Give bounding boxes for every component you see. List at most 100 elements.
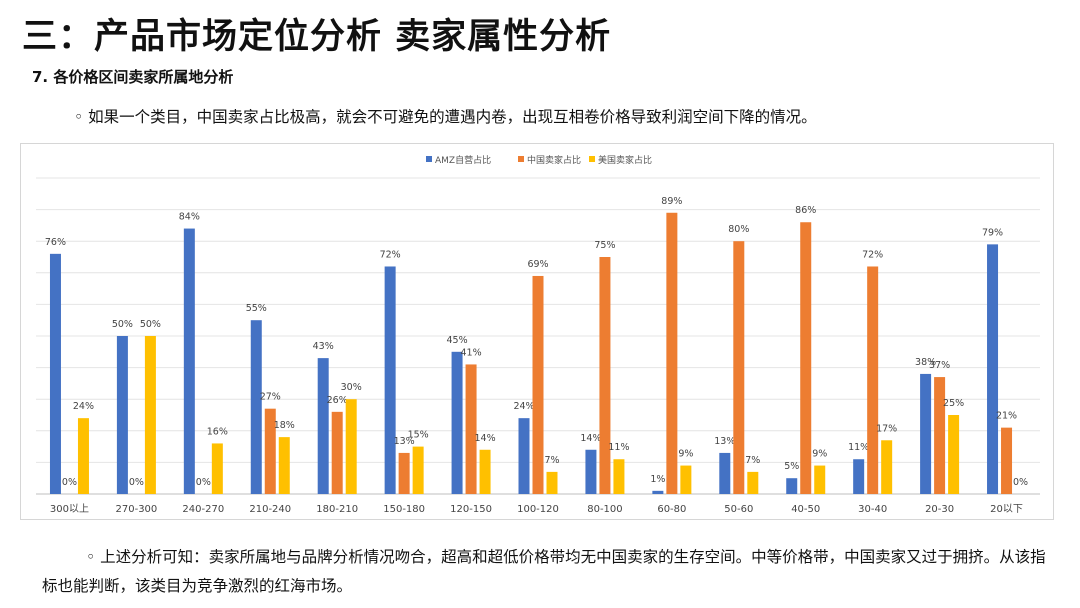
bar: [479, 449, 491, 494]
x-tick-label: 60-80: [657, 504, 686, 515]
x-tick-label: 240-270: [182, 504, 224, 515]
data-label: 89%: [661, 196, 682, 207]
page-title: 三：产品市场定位分析 卖家属性分析: [22, 17, 612, 57]
data-label: 41%: [461, 347, 482, 358]
bar: [920, 373, 932, 494]
data-label: 25%: [943, 398, 964, 409]
conclusion-text: ◦ 上述分析可知：卖家所属地与品牌分析情况吻合，超高和超低价格带均无中国卖家的生…: [42, 548, 1046, 595]
data-label: 7%: [544, 455, 559, 466]
bar: [532, 275, 544, 494]
x-tick-label: 20-30: [925, 504, 954, 515]
conclusion-paragraph: ◦ 上述分析可知：卖家所属地与品牌分析情况吻合，超高和超低价格带均无中国卖家的生…: [42, 543, 1052, 601]
bar: [652, 490, 664, 494]
data-label: 79%: [982, 227, 1003, 238]
data-label: 37%: [929, 360, 950, 371]
bar: [747, 471, 759, 494]
bar: [786, 478, 798, 494]
bar: [599, 257, 611, 494]
bar: [585, 449, 597, 494]
bar: [719, 452, 731, 494]
data-label: 9%: [812, 449, 827, 460]
data-label: 75%: [594, 240, 615, 251]
data-label: 16%: [207, 426, 228, 437]
bar: [814, 465, 826, 494]
x-tick-label: 300以上: [50, 503, 89, 515]
bar: [948, 415, 960, 494]
data-label: 0%: [62, 477, 77, 488]
bar: [183, 228, 195, 494]
data-label: 15%: [408, 430, 429, 441]
bar: [987, 244, 999, 494]
intro-paragraph: ◦ 如果一个类目，中国卖家占比极高，就会不可避免的遭遇内卷，出现互相卷价格导致利…: [74, 108, 817, 126]
x-tick-label: 100-120: [517, 504, 559, 515]
data-label: 84%: [179, 212, 200, 223]
x-tick-label: 40-50: [791, 504, 820, 515]
x-tick-label: 120-150: [450, 504, 492, 515]
data-label: 55%: [246, 303, 267, 314]
bar: [465, 364, 477, 494]
bar: [345, 399, 357, 494]
data-label: 27%: [260, 392, 281, 403]
data-label: 21%: [996, 411, 1017, 422]
data-label: 86%: [795, 205, 816, 216]
grouped-bar-chart: AMZ自营占比 中国卖家占比 美国卖家占比 300以上 76% 0% 24% 270-300 5…: [36, 154, 1040, 515]
bar: [451, 351, 463, 494]
x-tick-label: 210-240: [249, 504, 291, 515]
data-label: 26%: [327, 395, 348, 406]
data-label: 1%: [650, 474, 665, 485]
bar: [680, 465, 692, 494]
data-label: 43%: [313, 341, 334, 352]
legend-swatch: [426, 156, 432, 162]
x-tick-label: 20以下: [990, 504, 1023, 515]
bar: [934, 377, 946, 494]
x-tick-label: 50-60: [724, 504, 753, 515]
legend-label: 美国卖家占比: [598, 154, 652, 166]
bar: [49, 253, 61, 494]
data-label: 72%: [380, 249, 401, 260]
data-label: 30%: [341, 382, 362, 393]
data-label: 50%: [140, 319, 161, 330]
bar: [800, 222, 812, 494]
data-label: 17%: [876, 423, 897, 434]
bar: [853, 459, 865, 494]
data-label: 45%: [447, 335, 468, 346]
bar: [144, 336, 156, 494]
data-label: 7%: [745, 455, 760, 466]
data-label: 9%: [678, 449, 693, 460]
legend-swatch: [518, 156, 524, 162]
data-label: 50%: [112, 319, 133, 330]
legend-label: 中国卖家占比: [527, 154, 581, 166]
bar: [1001, 427, 1013, 494]
bar: [398, 452, 410, 494]
bar: [384, 266, 396, 494]
data-label: 18%: [274, 420, 295, 431]
bar: [613, 459, 625, 494]
data-label: 38%: [915, 357, 936, 368]
data-label: 80%: [728, 224, 749, 235]
section-subtitle: 7. 各价格区间卖家所属地分析: [32, 68, 234, 86]
legend-label: AMZ自营占比: [435, 154, 491, 166]
bar: [733, 241, 745, 494]
chart-container: AMZ自营占比 中国卖家占比 美国卖家占比 300以上 76% 0% 24% 270-300 5…: [20, 143, 1054, 520]
data-label: 13%: [714, 436, 735, 447]
bar: [211, 443, 223, 494]
bar: [278, 437, 290, 494]
x-tick-label: 270-300: [116, 504, 158, 515]
bar: [546, 471, 558, 494]
data-label: 11%: [848, 442, 869, 453]
data-label: 69%: [527, 259, 548, 270]
legend-swatch: [589, 156, 595, 162]
x-tick-label: 80-100: [587, 504, 622, 515]
bar: [317, 358, 329, 494]
x-tick-label: 30-40: [858, 504, 887, 515]
data-label: 14%: [580, 433, 601, 444]
bar: [881, 440, 893, 494]
bar: [250, 320, 262, 494]
data-label: 0%: [1013, 477, 1028, 488]
data-label: 76%: [45, 237, 66, 248]
bar: [412, 446, 424, 494]
bar: [518, 418, 530, 494]
data-label: 24%: [73, 401, 94, 412]
bar: [331, 411, 343, 494]
data-label: 0%: [129, 477, 144, 488]
